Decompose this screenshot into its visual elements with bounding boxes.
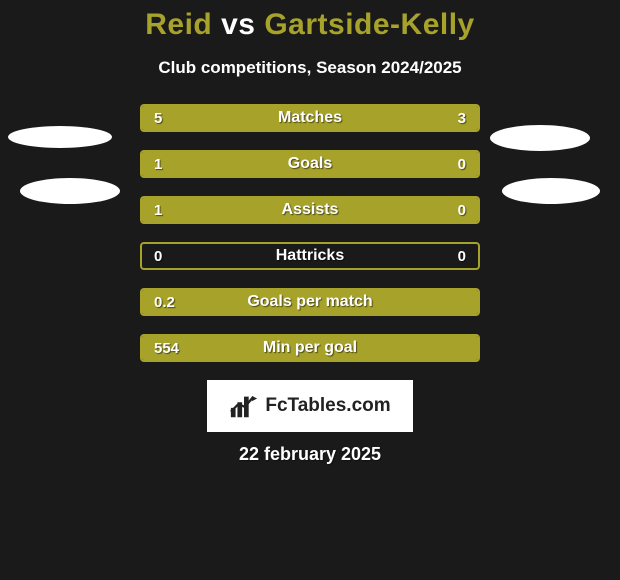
page-title: Reid vs Gartside-Kelly — [0, 8, 620, 42]
stat-label: Matches — [142, 106, 478, 130]
stat-label: Assists — [142, 198, 478, 222]
branding-badge: FcTables.com — [207, 380, 413, 432]
stat-label: Hattricks — [142, 244, 478, 268]
title-player1: Reid — [145, 8, 212, 41]
comparison-card: Reid vs Gartside-Kelly Club competitions… — [0, 0, 620, 580]
stat-label: Goals — [142, 152, 478, 176]
stat-label: Min per goal — [142, 336, 478, 360]
stat-row: 0Hattricks0 — [140, 242, 480, 270]
stat-row: 554Min per goal — [140, 334, 480, 362]
branding-text: FcTables.com — [265, 395, 390, 417]
player-oval — [20, 178, 120, 204]
stat-value-right: 3 — [458, 106, 466, 130]
stat-label: Goals per match — [142, 290, 478, 314]
stat-row: 0.2Goals per match — [140, 288, 480, 316]
stat-value-right: 0 — [458, 152, 466, 176]
player-oval — [502, 178, 600, 204]
title-player2: Gartside-Kelly — [264, 8, 474, 41]
title-vs: vs — [221, 8, 255, 41]
date-label: 22 february 2025 — [0, 444, 620, 465]
stat-row: 1Assists0 — [140, 196, 480, 224]
stat-value-right: 0 — [458, 244, 466, 268]
player-oval — [8, 126, 112, 148]
stat-row: 1Goals0 — [140, 150, 480, 178]
player-oval — [490, 125, 590, 151]
stat-row: 5Matches3 — [140, 104, 480, 132]
subtitle: Club competitions, Season 2024/2025 — [0, 58, 620, 78]
chart-icon — [229, 392, 259, 420]
stat-value-right: 0 — [458, 198, 466, 222]
